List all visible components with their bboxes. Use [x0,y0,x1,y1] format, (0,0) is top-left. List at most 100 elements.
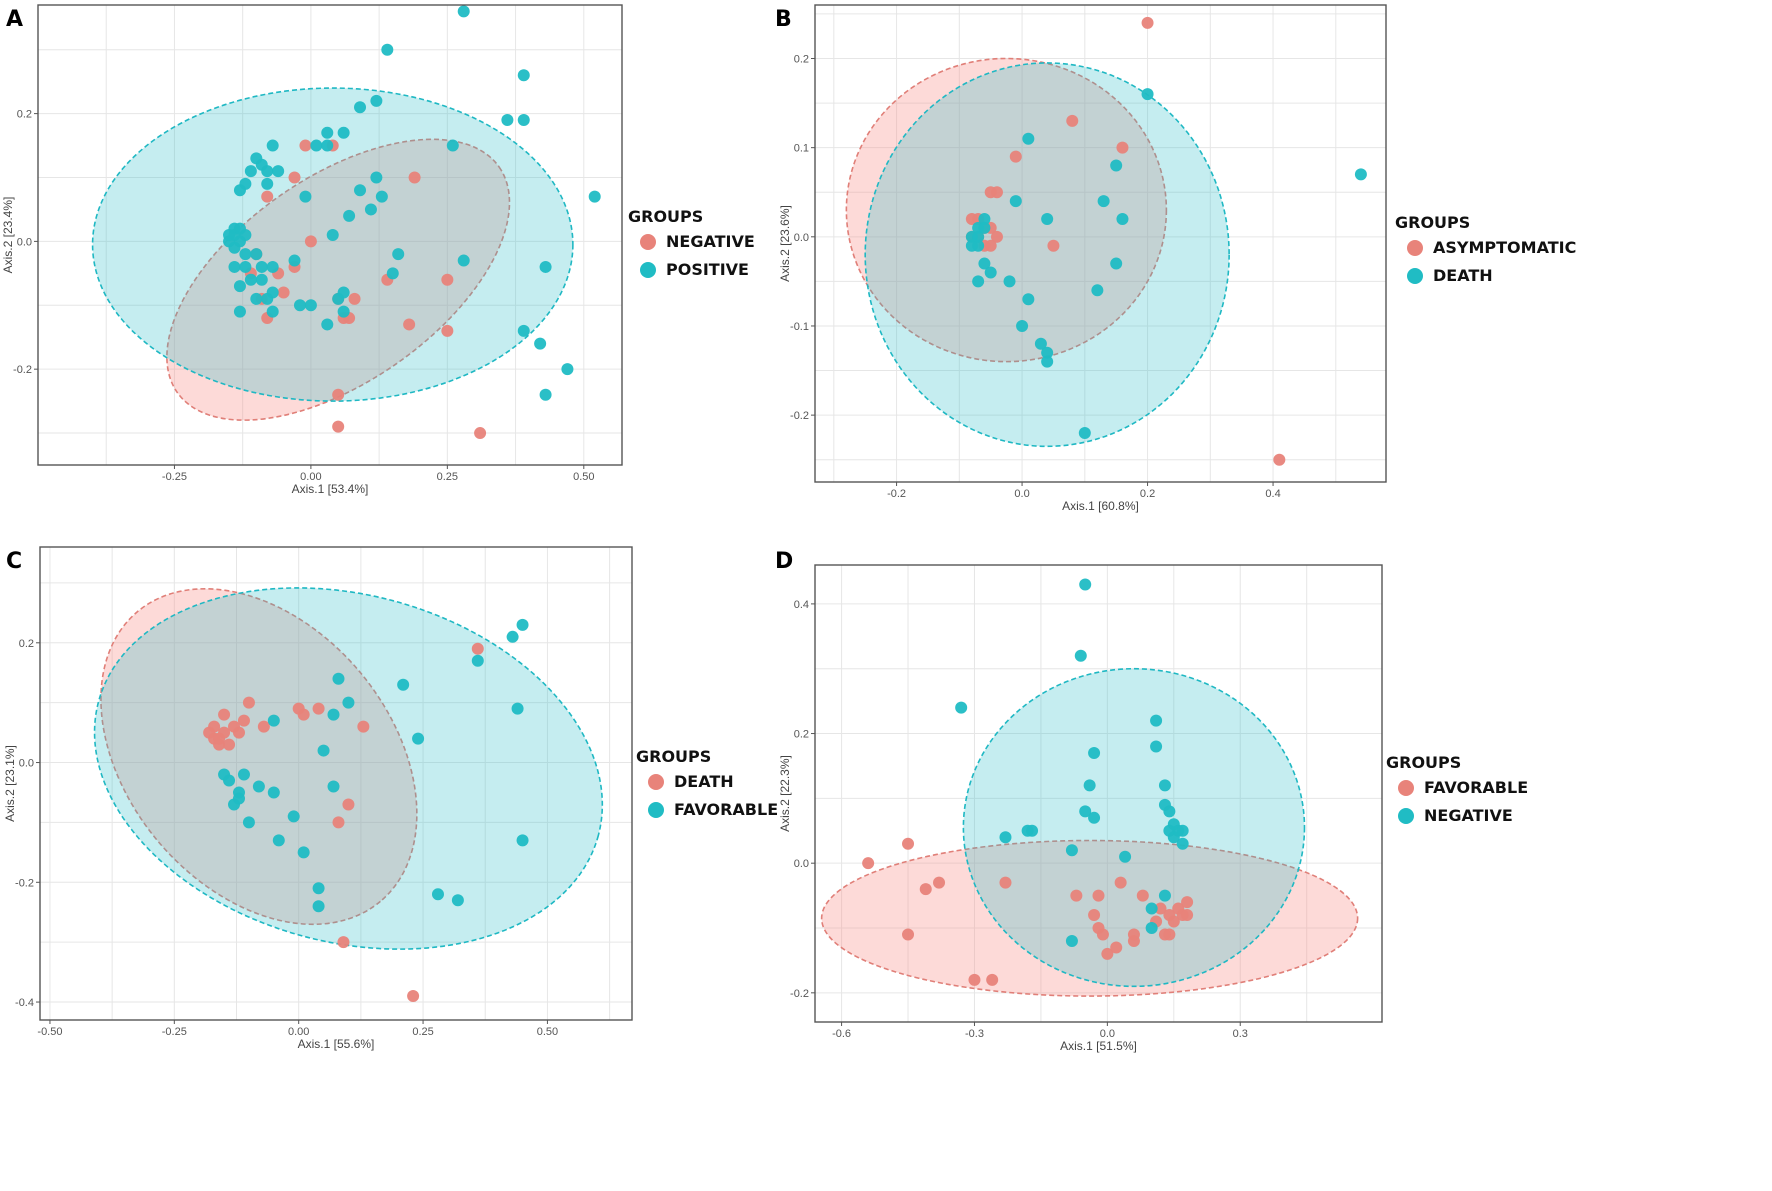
point-negative [1145,902,1158,915]
point-positive [381,43,394,56]
point-negative [288,171,301,184]
point-positive [337,126,350,139]
point-positive [250,248,263,261]
point-death [312,702,325,715]
point-positive [446,139,459,152]
point-death [1110,159,1123,172]
point-positive [233,305,246,318]
point-negative [403,318,416,331]
x-tick-label: 0.4 [1265,488,1280,500]
point-favorable [272,834,285,847]
point-positive [239,260,252,273]
y-tick-label: 0.1 [794,143,809,155]
panel-label: A [6,7,23,32]
x-tick-label: -0.2 [887,488,906,500]
point-favorable [287,810,300,823]
point-positive [261,292,274,305]
y-tick-label: 0.4 [794,599,809,611]
point-death [213,732,226,745]
ellipse-negative [962,667,1306,988]
point-negative [304,235,317,248]
point-favorable [902,837,915,850]
panel-D: -0.6 -0.3 0.0 0.3 -0.2 0.0 0.2 0.4 Axis.1 [51.5%… [775,549,1528,1053]
point-positive [326,229,339,241]
legend-entry-favorable: FAVORABLE [1424,778,1528,797]
plot-background [815,5,1386,482]
point-favorable [242,816,255,829]
point-favorable [1181,896,1194,909]
plot-frame [39,546,633,1021]
legend-entry-positive: POSITIVE [666,260,749,279]
point-negative [1163,805,1176,818]
ellipse-favorable [93,587,604,950]
point-positive [321,318,334,331]
y-tick-label: -0.2 [790,988,809,1000]
x-axis-label: Axis.1 [55.6%] [298,1037,375,1051]
point-negative [1079,805,1092,818]
point-death [978,257,991,270]
point-death [257,720,270,733]
point-death [1034,337,1047,350]
point-negative [1176,824,1189,837]
point-negative [1083,779,1096,792]
point-favorable [327,780,340,793]
point-favorable [1181,909,1194,922]
point-asymptomatic [1141,16,1154,29]
plot-frame [37,4,623,466]
point-death [1078,426,1091,439]
point-positive [337,286,350,299]
point-negative [1088,746,1101,759]
legend-swatch-negative [1398,808,1414,824]
y-tick-label: 0.2 [794,729,809,741]
point-negative [261,190,274,203]
point-death [203,726,216,739]
point-positive [534,337,547,350]
point-death [1003,275,1016,288]
point-positive [337,305,350,318]
point-positive [321,126,334,139]
y-tick-label: -0.2 [790,410,809,422]
point-death [297,708,310,721]
x-axis-label: Axis.1 [53.4%] [292,482,369,496]
legend-entry-asymptomatic: ASYMPTOMATIC [1433,238,1576,257]
panel-A: -0.25 0.00 0.25 0.50 -0.2 0.0 0.2 Axis.1 [53.4%… [1,4,755,496]
ellipse-asymptomatic [845,57,1168,363]
ellipse-death [100,588,418,926]
x-tick-label: 0.50 [537,1026,558,1038]
point-negative [1021,824,1034,837]
point-favorable [397,678,410,691]
point-death [1091,284,1104,297]
x-tick-label: 0.50 [573,471,594,483]
point-negative [1167,831,1180,844]
y-tick-label: -0.2 [15,877,34,889]
point-favorable [327,708,340,721]
point-negative [1119,850,1132,863]
x-tick-label: 0.00 [288,1026,309,1038]
point-positive [239,248,252,261]
point-favorable [1114,876,1127,889]
point-negative [1088,811,1101,824]
point-negative [999,831,1012,844]
point-negative [955,701,968,714]
legend-title: GROUPS [1386,753,1461,772]
point-favorable [317,744,330,757]
legend: GROUPS ASYMPTOMATIC DEATH [1395,213,1576,285]
point-negative [1158,889,1171,902]
point-asymptomatic [1273,453,1286,466]
point-positive [501,114,514,126]
point-favorable [516,834,529,847]
legend-swatch-favorable [1398,780,1414,796]
point-positive [299,190,312,203]
point-death [1116,212,1129,225]
x-tick-label: -0.25 [162,1026,187,1038]
point-asymptomatic [1047,239,1060,252]
point-favorable [342,696,355,709]
point-negative [348,292,361,305]
ellipse-death [864,62,1230,448]
point-favorable [431,888,444,901]
point-death [332,816,345,829]
point-positive [321,139,334,152]
point-negative [1150,740,1163,753]
point-death [1141,88,1154,101]
